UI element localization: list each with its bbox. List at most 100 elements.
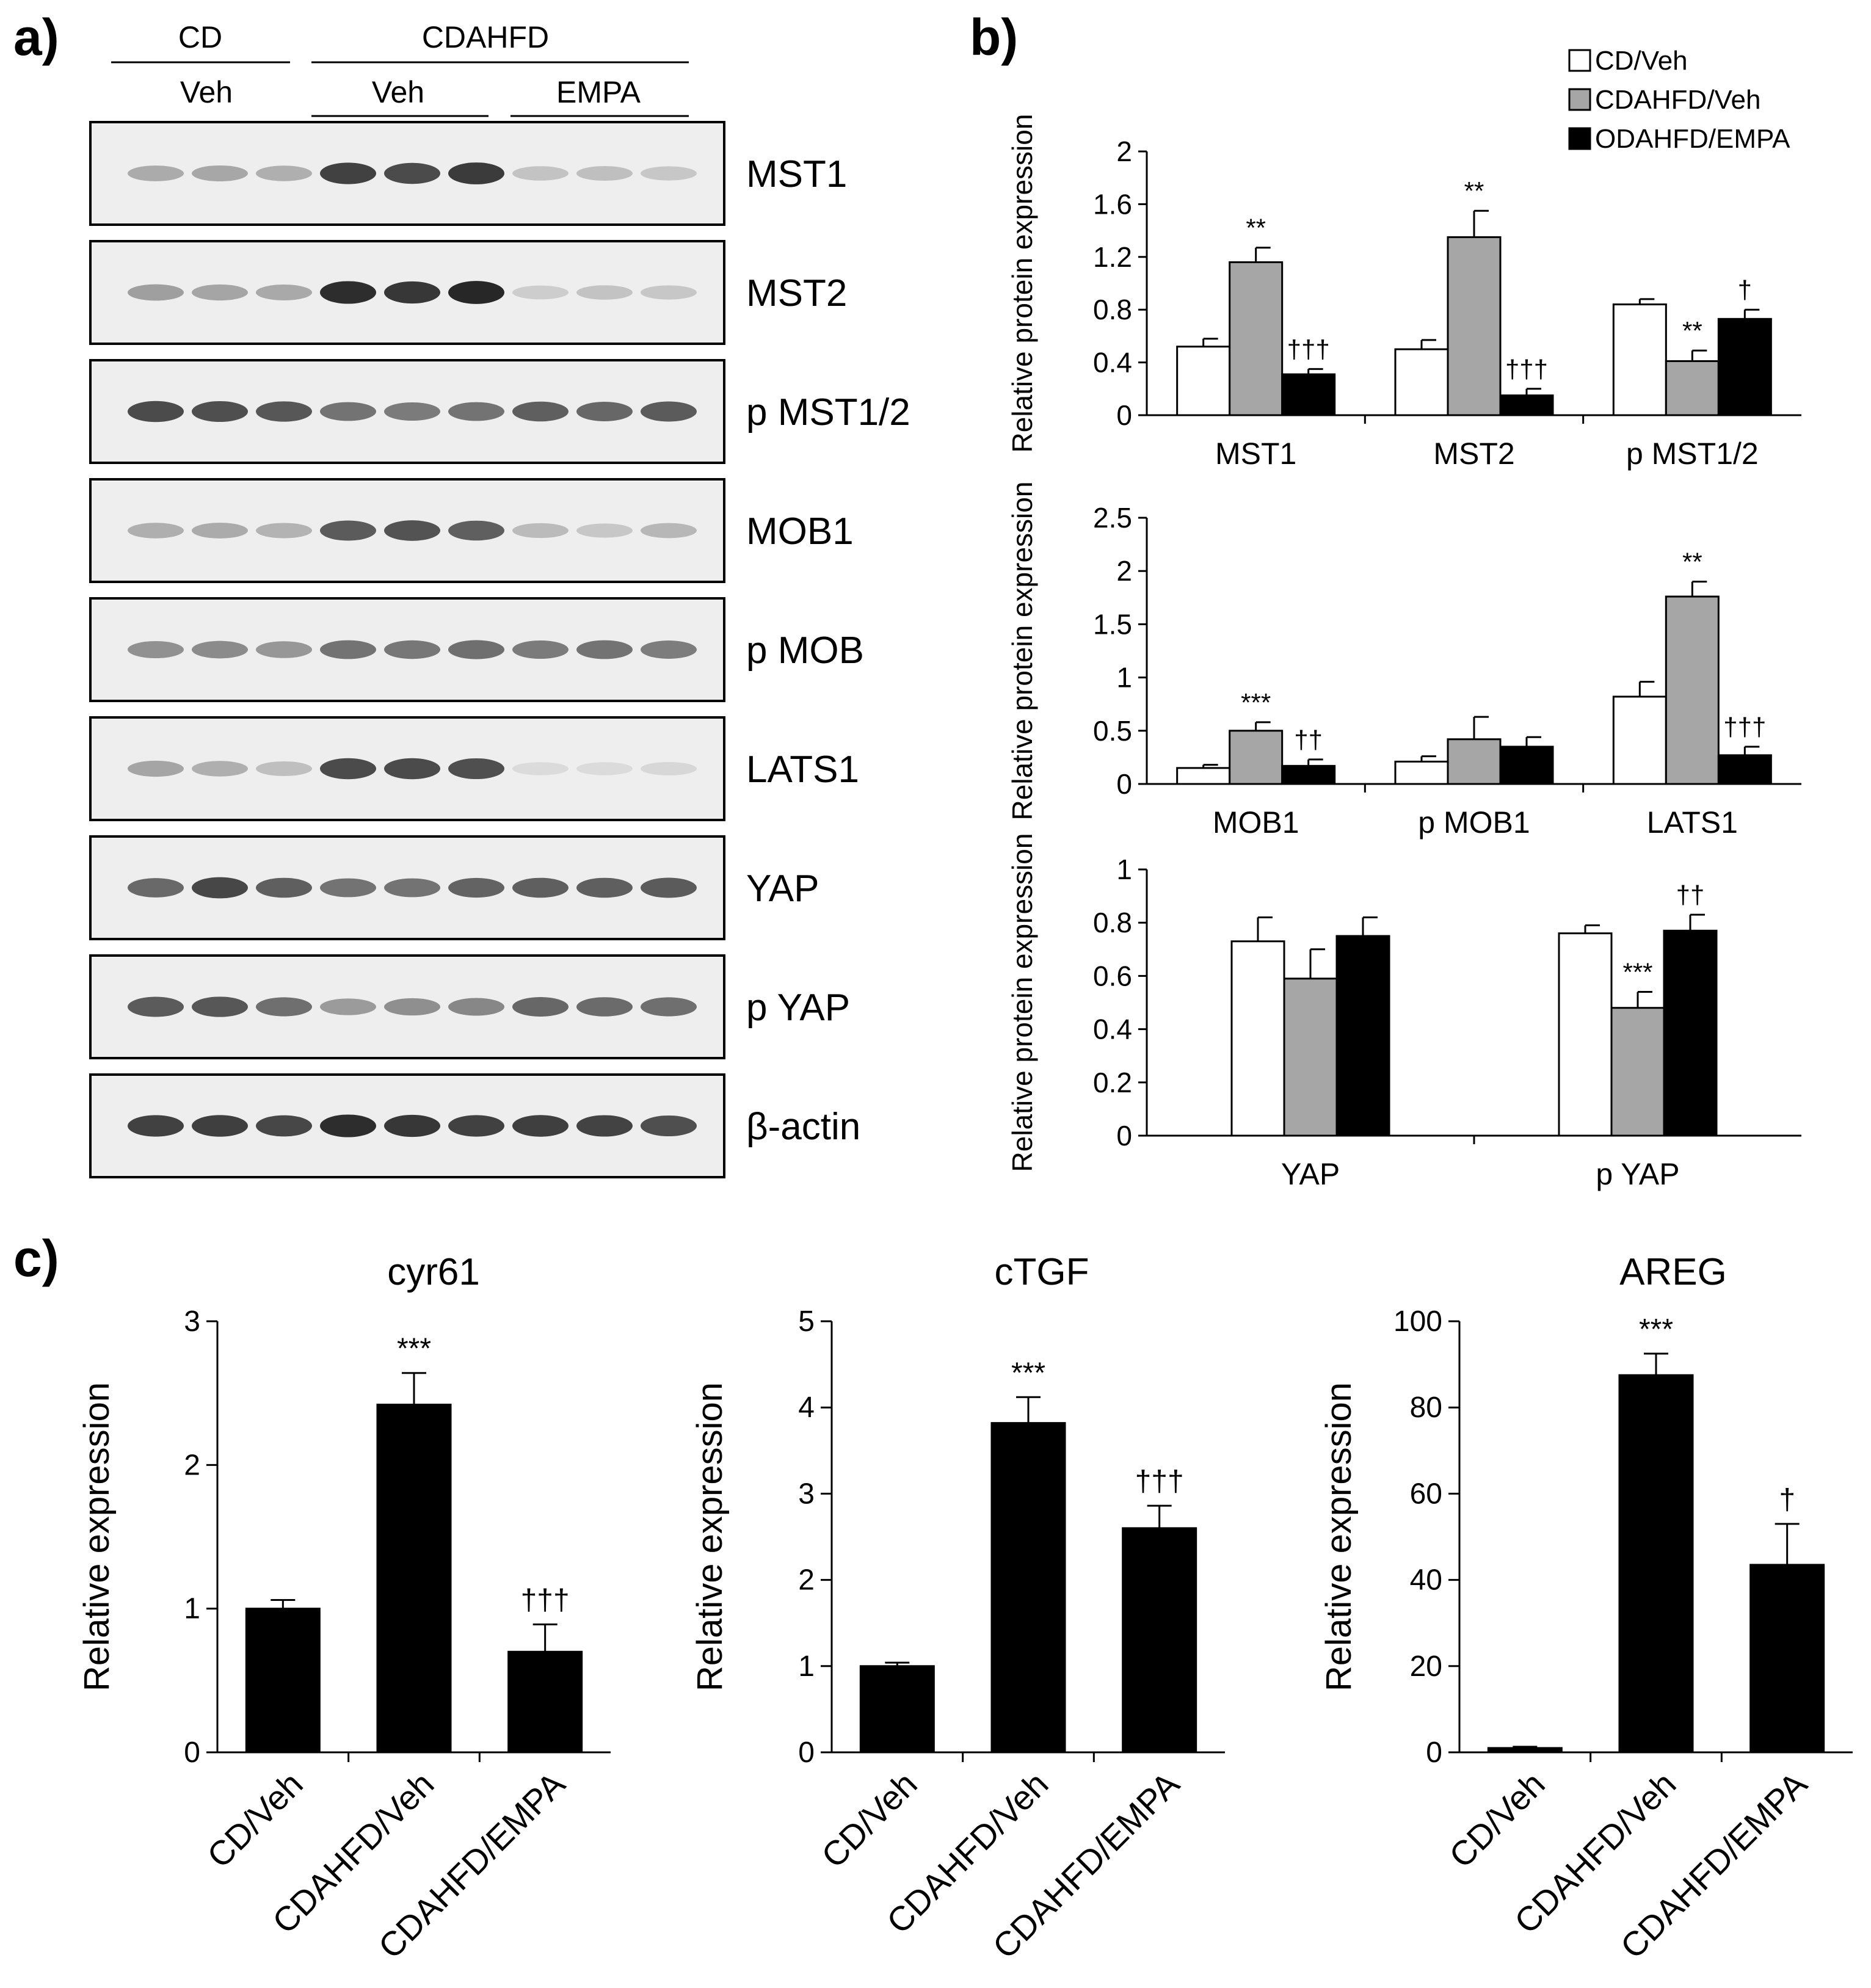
bar bbox=[1335, 935, 1390, 1137]
blot-band bbox=[641, 762, 697, 775]
y-tick-label: 1 bbox=[1116, 662, 1132, 694]
significance-marker: ††† bbox=[1723, 713, 1766, 741]
blot-band bbox=[256, 761, 312, 776]
bar bbox=[1229, 261, 1284, 416]
blot-band bbox=[192, 640, 248, 659]
legend-label-cdahfd-veh: CDAHFD/Veh bbox=[1595, 85, 1760, 115]
y-tick-label: 100 bbox=[1393, 1305, 1442, 1338]
y-tick-label: 1.6 bbox=[1093, 188, 1132, 220]
y-tick-label: 0.2 bbox=[1093, 1067, 1132, 1098]
y-tick-label: 0 bbox=[798, 1736, 815, 1769]
blot-band bbox=[448, 1115, 504, 1137]
y-axis-title: Relative expression bbox=[1319, 1382, 1359, 1691]
legend-label-cdahfd-empa: ODAHFD/EMPA bbox=[1595, 124, 1790, 154]
blot-band bbox=[384, 162, 440, 184]
significance-marker: ††† bbox=[1287, 335, 1330, 363]
blot-band bbox=[576, 762, 633, 775]
y-tick-label: 0.8 bbox=[1093, 907, 1132, 938]
blot-band bbox=[256, 401, 312, 422]
blot-band bbox=[448, 640, 504, 659]
blot-band bbox=[128, 1115, 184, 1137]
significance-marker: *** bbox=[397, 1333, 431, 1365]
blot-band bbox=[192, 1115, 248, 1137]
y-tick-label: 2 bbox=[184, 1449, 200, 1481]
blot-band bbox=[448, 162, 504, 184]
blot-strip: p MOB bbox=[89, 597, 864, 702]
blot-band bbox=[576, 877, 633, 898]
blot-band bbox=[320, 640, 376, 659]
significance-marker: *** bbox=[1011, 1357, 1045, 1389]
blot-band bbox=[256, 165, 312, 181]
bar bbox=[507, 1650, 583, 1754]
western-blot-panel: MST1 MST2 p MST1/2 MOB1 p MOB LATS1 YAP p YAP β-… bbox=[89, 121, 910, 1178]
bar bbox=[1499, 746, 1554, 785]
blot-band bbox=[512, 762, 569, 775]
treatment-label-empa: EMPA bbox=[556, 75, 641, 109]
blot-band bbox=[320, 402, 376, 421]
y-axis-title: Relative protein expression bbox=[1006, 482, 1038, 821]
category-label: p MOB1 bbox=[1418, 805, 1530, 840]
y-tick-label: 60 bbox=[1410, 1478, 1442, 1510]
category-label: p YAP bbox=[1596, 1157, 1679, 1191]
significance-marker: † bbox=[1779, 1484, 1795, 1516]
blot-band bbox=[256, 641, 312, 658]
category-label: MST1 bbox=[1215, 437, 1296, 471]
treatment-label-cd-veh: Veh bbox=[180, 75, 233, 109]
group-label-cd: CD bbox=[178, 20, 222, 54]
blot-band bbox=[512, 285, 569, 300]
blot-label: MST1 bbox=[746, 153, 847, 195]
blot-strip: YAP bbox=[89, 835, 819, 940]
y-tick-label: 1 bbox=[798, 1650, 815, 1683]
blot-band bbox=[384, 878, 440, 898]
legend-swatch-cdahfd-veh bbox=[1568, 88, 1591, 111]
blot-band bbox=[512, 997, 569, 1017]
legend-swatch-cd-veh bbox=[1568, 49, 1591, 72]
blot-band bbox=[192, 165, 248, 182]
bar bbox=[1229, 730, 1284, 785]
y-tick-label: 3 bbox=[798, 1478, 815, 1510]
blot-band bbox=[256, 1115, 312, 1137]
bar bbox=[1558, 932, 1613, 1137]
y-tick-label: 1 bbox=[184, 1593, 200, 1625]
bar bbox=[1281, 373, 1336, 416]
bar-chart: AREG 0 20 40 60 80 100 Relative expression CD/Ve… bbox=[1319, 1251, 1853, 1966]
blot-band bbox=[384, 758, 440, 780]
y-tick-label: 80 bbox=[1410, 1391, 1442, 1424]
bar bbox=[859, 1665, 935, 1754]
legend-label-cd-veh: CD/Veh bbox=[1595, 46, 1688, 76]
blot-band bbox=[576, 402, 633, 421]
blot-band bbox=[320, 1114, 376, 1137]
blot-band bbox=[192, 877, 248, 899]
y-tick-label: 2 bbox=[1116, 555, 1132, 587]
bar bbox=[1122, 1527, 1197, 1754]
bar bbox=[1610, 1007, 1665, 1137]
panel-label-c: c) bbox=[13, 1230, 59, 1287]
chart-title: cyr61 bbox=[387, 1251, 480, 1293]
treatment-label-cdahfd-veh: Veh bbox=[372, 75, 424, 109]
category-label: CD/Veh bbox=[200, 1765, 310, 1875]
blot-band bbox=[320, 758, 376, 780]
significance-marker: ††† bbox=[1135, 1465, 1184, 1498]
blot-band bbox=[576, 285, 633, 300]
significance-marker: ** bbox=[1682, 548, 1702, 576]
blot-band bbox=[448, 520, 504, 541]
blot-strip: p MST1/2 bbox=[89, 359, 910, 464]
bar bbox=[1447, 236, 1502, 416]
y-tick-label: 0 bbox=[1116, 1120, 1132, 1152]
category-label: CD/Veh bbox=[1442, 1765, 1552, 1875]
blot-band bbox=[384, 402, 440, 421]
blot-label: MST2 bbox=[746, 272, 847, 314]
blot-band bbox=[641, 523, 697, 539]
bar bbox=[1447, 738, 1502, 785]
blot-label: MOB1 bbox=[746, 510, 854, 553]
legend-swatch-cdahfd-empa bbox=[1568, 127, 1591, 150]
blot-band bbox=[192, 523, 248, 539]
blot-band bbox=[256, 285, 312, 300]
blot-band bbox=[641, 401, 697, 422]
legend: CD/Veh CDAHFD/Veh ODAHFD/EMPA bbox=[1568, 46, 1790, 154]
bar bbox=[1394, 760, 1449, 785]
significance-marker: †† bbox=[1676, 880, 1705, 909]
blot-band bbox=[192, 284, 248, 301]
blot-band bbox=[128, 640, 184, 659]
